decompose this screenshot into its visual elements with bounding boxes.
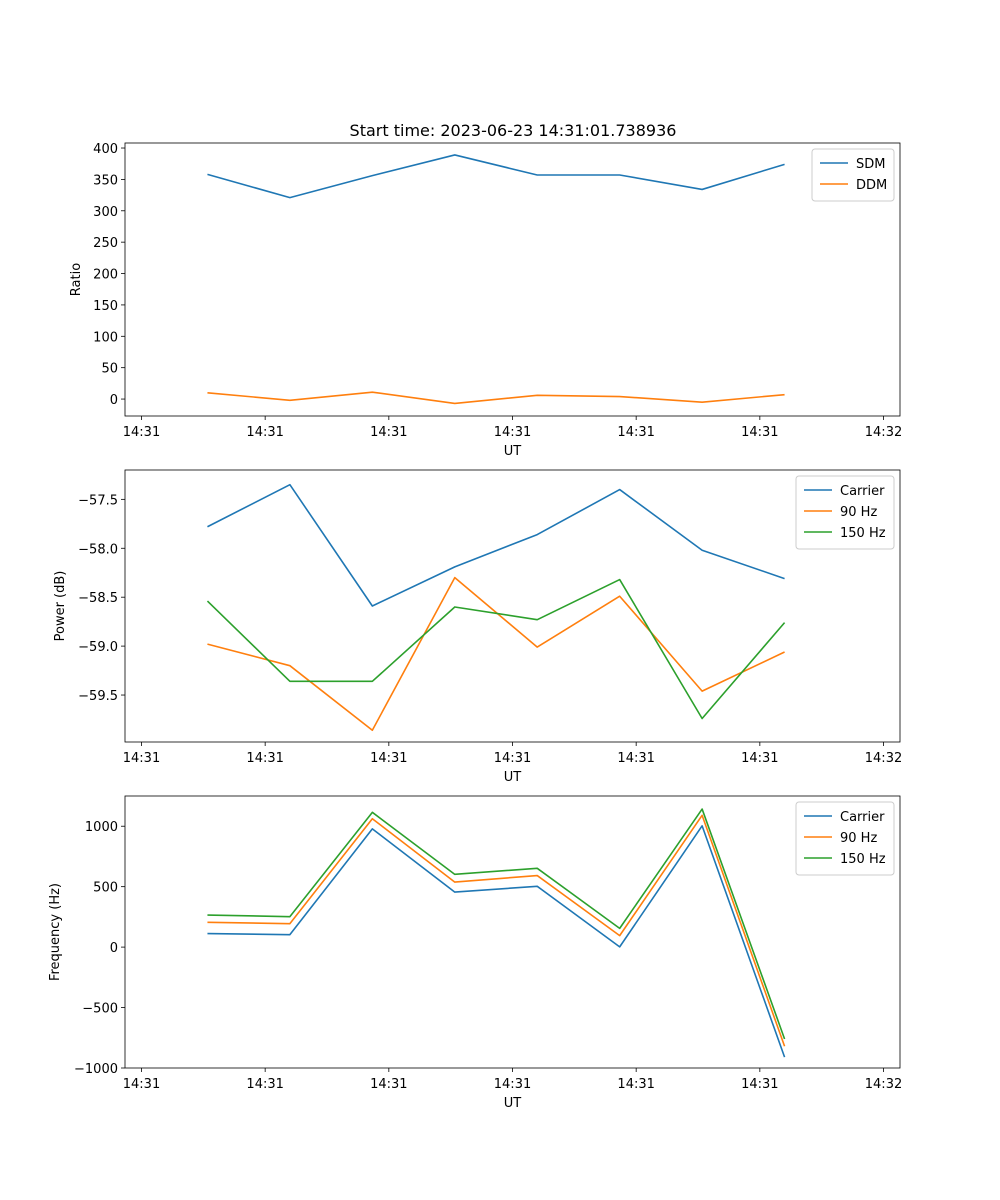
ratio-y-tick-label: 350 — [93, 173, 118, 188]
frequency-x-axis-label: UT — [504, 1096, 522, 1111]
power-x-tick-label: 14:31 — [370, 751, 407, 766]
frequency-x-tick-label: 14:31 — [741, 1077, 778, 1092]
ratio-y-tick-label: 150 — [93, 299, 118, 314]
frequency-panel: 14:31 14:31 14:31 14:31 14:31 14:31 14:32 −1000… — [48, 795, 902, 1111]
power-y-tick-label: −59.5 — [78, 689, 118, 704]
frequency-series-90-hz-line — [207, 814, 786, 1047]
frequency-legend — [795, 801, 895, 876]
power-axes-frame — [124, 469, 901, 743]
ratio-series-sdm-line — [207, 154, 785, 199]
power-x-tick-label: 14:31 — [494, 751, 531, 766]
frequency-x-tick-label: 14:31 — [494, 1077, 531, 1092]
power-y-tick-label: −58.0 — [78, 542, 118, 557]
power-series-150-hz-line — [206, 578, 786, 720]
power-y-tick-label: −59.0 — [78, 640, 118, 655]
frequency-axes-frame — [124, 795, 901, 1069]
ratio-y-tick-label: 400 — [93, 142, 118, 157]
power-x-axis-label: UT — [504, 770, 522, 785]
frequency-legend-label: Carrier — [840, 810, 885, 825]
frequency-y-tick-label: 500 — [93, 881, 118, 896]
power-x-tick-label: 14:31 — [741, 751, 778, 766]
power-legend-label: 150 Hz — [840, 526, 886, 541]
ratio-y-tick-label: 0 — [110, 393, 118, 408]
power-legend — [795, 475, 895, 550]
ratio-legend-label: DDM — [856, 178, 887, 193]
power-x-tick-label: 14:32 — [865, 751, 902, 766]
frequency-y-tick-label: 1000 — [85, 820, 118, 835]
power-panel: 14:31 14:31 14:31 14:31 14:31 14:31 14:32 −59.5… — [53, 469, 902, 785]
ratio-y-tick-label: 300 — [93, 205, 118, 220]
frequency-series-carrier-line — [207, 825, 786, 1058]
ratio-y-axis-label: Ratio — [69, 263, 84, 296]
power-y-axis-label: Power (dB) — [53, 571, 68, 642]
frequency-x-tick-label: 14:31 — [617, 1077, 654, 1092]
frequency-legend-label: 90 Hz — [840, 831, 877, 846]
power-x-tick-label: 14:31 — [123, 751, 160, 766]
ratio-x-tick-label: 14:31 — [494, 425, 531, 440]
ratio-series-ddm-line — [207, 391, 785, 405]
ratio-x-tick-label: 14:31 — [246, 425, 283, 440]
frequency-x-tick-label: 14:31 — [370, 1077, 407, 1092]
frequency-series-150-hz-line — [207, 808, 786, 1040]
power-x-tick-label: 14:31 — [617, 751, 654, 766]
frequency-y-tick-label: −1000 — [74, 1062, 118, 1077]
frequency-x-tick-label: 14:31 — [246, 1077, 283, 1092]
frequency-y-axis-label: Frequency (Hz) — [48, 883, 63, 981]
ratio-y-tick-label: 200 — [93, 268, 118, 283]
ratio-x-axis-label: UT — [504, 444, 522, 459]
ratio-legend-label: SDM — [856, 157, 885, 172]
frequency-y-tick-label: 0 — [110, 941, 118, 956]
frequency-legend-label: 150 Hz — [840, 852, 886, 867]
ratio-x-tick-label: 14:31 — [123, 425, 160, 440]
ratio-x-tick-label: 14:31 — [741, 425, 778, 440]
ratio-y-tick-label: 100 — [93, 330, 118, 345]
power-legend-label: Carrier — [840, 484, 885, 499]
power-series-carrier-line — [207, 483, 785, 607]
power-legend-label: 90 Hz — [840, 505, 877, 520]
power-series-90-hz-line — [207, 576, 785, 732]
ratio-y-tick-label: 50 — [101, 362, 118, 377]
ratio-x-tick-label: 14:32 — [865, 425, 902, 440]
ratio-legend — [811, 148, 895, 202]
power-y-tick-label: −57.5 — [78, 493, 118, 508]
power-x-tick-label: 14:31 — [246, 751, 283, 766]
ratio-y-tick-label: 250 — [93, 236, 118, 251]
ratio-x-tick-label: 14:31 — [370, 425, 407, 440]
frequency-x-tick-label: 14:31 — [123, 1077, 160, 1092]
frequency-y-tick-label: −500 — [82, 1002, 118, 1017]
frequency-x-tick-label: 14:32 — [865, 1077, 902, 1092]
figure-title: Start time: 2023-06-23 14:31:01.738936 — [350, 121, 677, 140]
ratio-panel: 14:31 14:31 14:31 14:31 14:31 14:31 14:32 0 50 10… — [69, 142, 902, 459]
power-y-tick-label: −58.5 — [78, 591, 118, 606]
ratio-x-tick-label: 14:31 — [617, 425, 654, 440]
